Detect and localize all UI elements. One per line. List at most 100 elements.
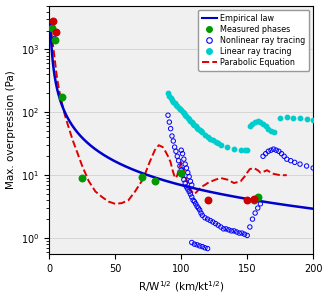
Nonlinear ray tracing <box>173 149 178 154</box>
Nonlinear ray tracing <box>195 242 200 247</box>
Linear ray tracing <box>208 136 213 141</box>
Nonlinear ray tracing <box>169 134 174 138</box>
Linear ray tracing <box>245 148 250 153</box>
Nonlinear ray tracing <box>218 225 223 230</box>
Linear ray tracing <box>271 130 276 135</box>
Nonlinear ray tracing <box>195 204 200 209</box>
Linear ray tracing <box>196 127 201 132</box>
Empirical law <box>208 190 212 194</box>
Linear ray tracing <box>189 120 195 124</box>
Nonlinear ray tracing <box>311 166 316 170</box>
Nonlinear ray tracing <box>284 157 289 161</box>
Nonlinear ray tracing <box>297 162 303 167</box>
Nonlinear ray tracing <box>234 230 239 234</box>
Nonlinear ray tracing <box>184 166 189 170</box>
Nonlinear ray tracing <box>183 162 188 167</box>
Linear ray tracing <box>297 116 303 121</box>
Nonlinear ray tracing <box>205 217 210 221</box>
Nonlinear ray tracing <box>215 223 221 228</box>
Linear ray tracing <box>210 138 215 142</box>
Nonlinear ray tracing <box>237 231 242 236</box>
Linear ray tracing <box>304 117 309 122</box>
Empirical law <box>64 114 68 117</box>
Empirical law <box>216 192 220 195</box>
Nonlinear ray tracing <box>188 192 193 197</box>
Nonlinear ray tracing <box>263 151 268 156</box>
Parabolic Equation <box>285 173 289 177</box>
Point <box>178 170 184 175</box>
Linear ray tracing <box>268 129 274 134</box>
Linear ray tracing <box>202 132 208 137</box>
Parabolic Equation <box>93 190 97 193</box>
Linear ray tracing <box>247 124 253 129</box>
Linear ray tracing <box>192 123 197 128</box>
Parabolic Equation <box>87 179 91 183</box>
Nonlinear ray tracing <box>181 177 187 182</box>
Nonlinear ray tracing <box>192 199 197 204</box>
Point <box>251 196 256 201</box>
Nonlinear ray tracing <box>181 157 187 161</box>
Linear ray tracing <box>218 143 223 148</box>
Nonlinear ray tracing <box>245 233 250 238</box>
Linear ray tracing <box>242 148 247 153</box>
Point <box>52 38 57 43</box>
Nonlinear ray tracing <box>185 170 191 175</box>
Nonlinear ray tracing <box>177 164 182 168</box>
Empirical law <box>248 198 252 201</box>
Nonlinear ray tracing <box>178 148 184 153</box>
Parabolic Equation <box>48 18 52 21</box>
Nonlinear ray tracing <box>176 158 181 163</box>
Point <box>251 198 256 203</box>
Linear ray tracing <box>255 119 260 124</box>
Linear ray tracing <box>188 118 193 123</box>
Point <box>80 176 85 181</box>
Nonlinear ray tracing <box>266 149 271 154</box>
Nonlinear ray tracing <box>250 217 255 221</box>
Linear ray tracing <box>200 130 205 135</box>
Nonlinear ray tracing <box>279 151 284 156</box>
Nonlinear ray tracing <box>276 149 281 154</box>
Nonlinear ray tracing <box>189 182 195 187</box>
Nonlinear ray tracing <box>258 202 263 206</box>
Nonlinear ray tracing <box>202 215 208 220</box>
Linear ray tracing <box>258 120 263 124</box>
Nonlinear ray tracing <box>281 154 287 159</box>
Parabolic Equation <box>179 160 183 164</box>
X-axis label: R/W$^{1/2}$ (km/kt$^{1/2}$): R/W$^{1/2}$ (km/kt$^{1/2}$) <box>138 280 225 294</box>
Linear ray tracing <box>225 145 230 149</box>
Empirical law <box>311 207 315 211</box>
Nonlinear ray tracing <box>208 218 213 223</box>
Linear ray tracing <box>174 104 180 109</box>
Point <box>255 195 260 200</box>
Nonlinear ray tracing <box>165 113 171 118</box>
Linear ray tracing <box>180 110 185 114</box>
Linear ray tracing <box>311 118 316 123</box>
Linear ray tracing <box>191 121 196 126</box>
Nonlinear ray tracing <box>191 198 196 203</box>
Linear ray tracing <box>165 91 171 96</box>
Nonlinear ray tracing <box>226 227 231 232</box>
Parabolic Equation <box>113 202 117 206</box>
Linear ray tracing <box>168 95 173 100</box>
Nonlinear ray tracing <box>223 226 229 231</box>
Nonlinear ray tracing <box>167 120 172 124</box>
Nonlinear ray tracing <box>52 36 57 41</box>
Nonlinear ray tracing <box>188 179 193 184</box>
Point <box>49 26 54 30</box>
Nonlinear ray tracing <box>242 232 247 237</box>
Linear ray tracing <box>213 140 218 144</box>
Empirical law <box>201 188 205 192</box>
Nonlinear ray tracing <box>196 206 201 211</box>
Linear ray tracing <box>231 147 236 152</box>
Linear ray tracing <box>277 116 283 121</box>
Nonlinear ray tracing <box>197 244 202 248</box>
Nonlinear ray tracing <box>171 139 176 143</box>
Nonlinear ray tracing <box>239 231 245 236</box>
Nonlinear ray tracing <box>183 181 188 185</box>
Linear ray tracing <box>198 129 204 134</box>
Parabolic Equation <box>161 145 165 149</box>
Linear ray tracing <box>215 141 221 146</box>
Linear ray tracing <box>193 124 198 129</box>
Nonlinear ray tracing <box>231 229 236 233</box>
Nonlinear ray tracing <box>178 168 184 172</box>
